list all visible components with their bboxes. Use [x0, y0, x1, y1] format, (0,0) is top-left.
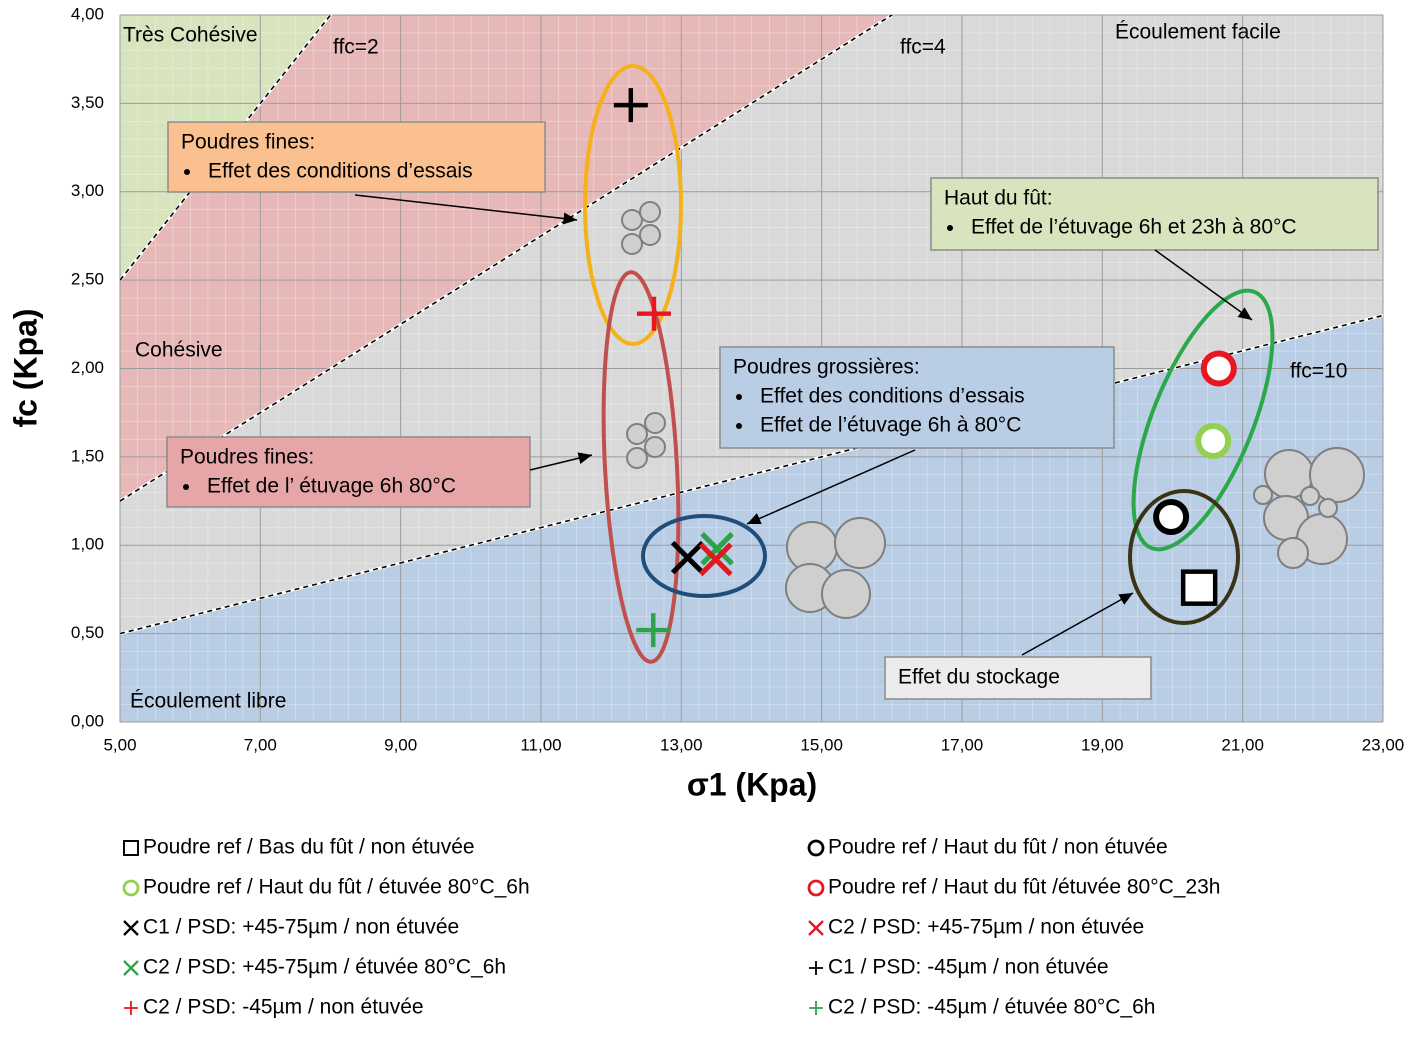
annotation-box [884, 656, 1152, 700]
marker [808, 920, 824, 936]
annotation-title: Poudres grossières: [733, 356, 920, 379]
group-ellipse [641, 514, 767, 598]
arrow [529, 452, 593, 471]
marker [809, 961, 823, 975]
x-tick-label: 15,00 [800, 735, 843, 754]
legend-label: C1 / PSD: +45-75µm / non étuvée [143, 916, 459, 939]
legend-label: C2 / PSD: +45-75µm / non étuvée [828, 916, 1144, 939]
marker [807, 839, 825, 857]
marker [1200, 350, 1237, 387]
region-label: Écoulement libre [130, 690, 286, 713]
marker [1180, 569, 1218, 606]
annotation-item: Effet de l’étuvage 6h à 80°C [760, 414, 1021, 437]
marker [670, 540, 705, 575]
x-tick-label: 13,00 [660, 735, 703, 754]
x-tick-label: 23,00 [1362, 735, 1405, 754]
annotation-box [167, 121, 546, 193]
annotation-title: Effet du stockage [898, 666, 1060, 689]
group-ellipse [601, 270, 681, 664]
legend-label: C2 / PSD: -45µm / non étuvée [143, 996, 424, 1019]
y-tick-label: 0,00 [71, 711, 104, 730]
annotation-item: Effet de l’ étuvage 6h 80°C [207, 475, 456, 498]
legend-label: C2 / PSD: -45µm / étuvée 80°C_6h [828, 996, 1156, 1019]
marker [613, 88, 648, 123]
bullet [736, 394, 742, 400]
x-tick-label: 19,00 [1081, 735, 1124, 754]
x-tick-label: 11,00 [520, 735, 561, 754]
y-tick-label: 0,50 [71, 623, 104, 642]
annotation-title: Poudres fines: [180, 446, 314, 469]
legend-label: Poudre ref / Haut du fût / étuvée 80°C_6… [143, 876, 530, 899]
marker [636, 613, 671, 648]
marks [613, 88, 1237, 648]
ffc-line [120, 314, 1383, 635]
bullet [184, 169, 190, 175]
y-tick-label: 4,00 [71, 4, 104, 23]
annotation-item: Effet des conditions d’essais [208, 160, 473, 183]
x-tick-label: 5,00 [103, 735, 136, 754]
arrow [1021, 592, 1134, 656]
annotation-box [166, 436, 531, 508]
ffc-line-halo [120, 15, 895, 503]
legend-label: C2 / PSD: +45-75µm / étuvée 80°C_6h [143, 956, 506, 979]
legend-label: C1 / PSD: -45µm / non étuvée [828, 956, 1109, 979]
annotation-title: Haut du fût: [944, 187, 1053, 210]
ffc-label: ffc=10 [1290, 360, 1347, 383]
x-axis-title: σ1 (Kpa) [687, 766, 817, 802]
region-label: Écoulement facile [1115, 21, 1281, 44]
annotation-box [930, 177, 1379, 251]
group-ellipse [1131, 288, 1275, 552]
arrow [354, 194, 578, 225]
legend: Poudre ref / Bas du fût / non étuvée Poud… [122, 836, 1221, 1019]
legend-label: Poudre ref / Haut du fût /étuvée 80°C_23… [828, 876, 1221, 899]
x-tick-label: 17,00 [941, 735, 984, 754]
marker [123, 960, 139, 976]
marker [636, 296, 671, 331]
x-tick-label: 21,00 [1221, 735, 1264, 754]
grain-icons [621, 201, 1365, 619]
y-tick-label: 2,00 [71, 358, 104, 377]
bullet [183, 484, 189, 490]
arrow [1154, 249, 1253, 321]
bullet [947, 225, 953, 231]
marker [122, 879, 140, 897]
ffc-label: ffc=2 [333, 36, 379, 59]
x-tick-label: 9,00 [384, 735, 417, 754]
marker [123, 840, 139, 856]
x-tick-label: 7,00 [244, 735, 277, 754]
y-tick-label: 1,00 [71, 535, 104, 554]
legend-label: Poudre ref / Bas du fût / non étuvée [143, 836, 475, 859]
y-axis-title: fc (Kpa) [7, 308, 43, 427]
annotation-title: Poudres fines: [181, 131, 315, 154]
arrow [746, 449, 916, 525]
marker [1195, 422, 1232, 459]
annotation-item: Effet de l’étuvage 6h et 23h à 80°C [971, 216, 1297, 239]
y-tick-label: 3,00 [71, 181, 104, 200]
region-label: Très Cohésive [123, 24, 258, 47]
group-ellipse [583, 64, 683, 346]
annotation-item: Effet des conditions d’essais [760, 385, 1025, 408]
y-tick-label: 3,50 [71, 93, 104, 112]
marker [123, 920, 139, 936]
bullet [736, 423, 742, 429]
marker [809, 1001, 823, 1015]
group-ellipse [1128, 489, 1240, 625]
marker [807, 879, 825, 897]
legend-label: Poudre ref / Haut du fût / non étuvée [828, 836, 1168, 859]
y-tick-label: 1,50 [71, 446, 104, 465]
y-tick-label: 2,50 [71, 270, 104, 289]
marker [124, 1001, 138, 1015]
annotations: Poudres fines: Effet des conditions d’ess… [166, 121, 1379, 700]
annotation-box [719, 346, 1115, 449]
ffc-label: ffc=4 [900, 36, 946, 59]
region-label: Cohésive [135, 339, 223, 362]
marker [700, 531, 734, 566]
marker [1153, 498, 1190, 535]
marker [698, 542, 733, 577]
decor [583, 64, 1365, 664]
